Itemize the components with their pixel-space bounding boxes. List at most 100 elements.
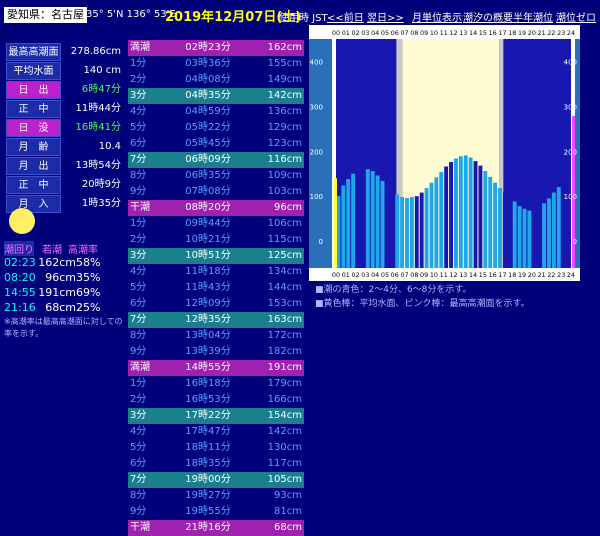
tide-height: 142cm	[267, 90, 302, 101]
x-tick-label-bottom: 00	[332, 271, 340, 279]
x-tick-label-bottom: 08	[410, 271, 418, 279]
y-tick-label-left: 100	[310, 193, 323, 201]
tide-table-row: 1分 16時18分 179cm	[128, 376, 304, 392]
water-bar	[429, 182, 434, 268]
tide-table-row: 7分 19時00分 105cm	[128, 472, 304, 488]
x-tick-label-bottom: 21	[538, 271, 546, 279]
water-bar	[454, 158, 458, 268]
x-tick-label-bottom: 22	[547, 271, 555, 279]
half-year-link[interactable]: 半年潮位	[513, 13, 553, 24]
tide-time: 19時55分	[185, 506, 231, 517]
water-bar	[341, 185, 346, 268]
x-tick-label-bottom: 06	[391, 271, 399, 279]
tide-phase: 3分	[130, 90, 147, 101]
tide-list-row: 14:55 191cm 69%	[4, 285, 100, 301]
info-value: 20時9分	[81, 179, 121, 190]
water-bar	[360, 168, 365, 268]
tide-zero-link[interactable]: 潮位ゼロ	[556, 13, 596, 24]
x-tick-label-bottom: 13	[459, 271, 467, 279]
water-bar	[458, 156, 463, 268]
tide-overview-link[interactable]: 潮汐の概要	[463, 13, 513, 24]
tide-height: 179cm	[267, 378, 302, 389]
info-row: 月 齢 10.4	[6, 138, 123, 156]
x-tick-label-top: 10	[430, 29, 438, 37]
tide-height: 153cm	[267, 298, 302, 309]
water-bar	[346, 179, 351, 268]
x-tick-label-top: 00	[332, 29, 340, 37]
info-value: 140 cm	[83, 65, 121, 76]
tide-height: 163cm	[267, 314, 302, 325]
tide-table-row: 干潮 21時16分 68cm	[128, 520, 304, 536]
tide-rate: 25%	[76, 301, 101, 314]
water-bar	[385, 186, 390, 268]
x-tick-label-bottom: 04	[371, 271, 379, 279]
tide-table-row: 2分 04時08分 149cm	[128, 72, 304, 88]
x-tick-label-bottom: 03	[361, 271, 369, 279]
tide-time: 21時16分	[185, 522, 231, 533]
x-tick-label-top: 14	[469, 29, 477, 37]
water-bar	[512, 201, 517, 268]
info-row: 正 中 11時44分	[6, 100, 123, 118]
prev-day-link[interactable]: <<前日	[327, 13, 364, 24]
tide-height: 149cm	[267, 74, 302, 85]
water-bar	[365, 169, 370, 268]
tide-time: 04時59分	[185, 106, 231, 117]
y-tick-label-right: 100	[564, 193, 577, 201]
info-value: 1時35分	[81, 198, 121, 209]
tide-table-row: 5分 11時43分 144cm	[128, 280, 304, 296]
water-bar	[395, 194, 400, 268]
y-tick-label-left: 200	[310, 148, 323, 156]
tide-phase: 8分	[130, 170, 147, 181]
right-scale-bg	[575, 39, 580, 268]
left-scale-bg	[309, 39, 332, 268]
x-tick-label-top: 16	[489, 29, 497, 37]
x-tick-label-bottom: 09	[420, 271, 428, 279]
moon-icon	[9, 208, 35, 234]
info-row: 月 出 13時54分	[6, 157, 123, 175]
water-bar	[375, 175, 380, 268]
highest-level-bar	[572, 115, 575, 268]
y-tick-label-right: 200	[564, 148, 577, 156]
x-tick-label-top: 12	[449, 29, 457, 37]
x-tick-label-bottom: 10	[430, 271, 438, 279]
tide-rate-header: 高潮率	[68, 245, 98, 256]
tide-time: 02:23	[4, 256, 36, 269]
tide-time: 14:55	[4, 286, 36, 299]
tide-time: 21:16	[4, 301, 36, 314]
tide-height: 172cm	[267, 330, 302, 341]
tide-time: 19時00分	[185, 474, 231, 485]
x-tick-label-top: 19	[518, 29, 526, 37]
tide-table-row: 干潮 08時20分 96cm	[128, 200, 304, 216]
x-tick-label-bottom: 18	[508, 271, 516, 279]
top-bar: 愛知県：名古屋 35° 5'N 136° 53'E 2019年12月07日(土)…	[0, 0, 600, 30]
tide-time-table: 満潮 02時23分 162cm 1分 03時36分 155cm 2分 04時08分 149cm 3…	[128, 40, 304, 536]
water-bar	[468, 157, 473, 268]
info-label: 日 没	[6, 119, 61, 137]
tide-table-row: 5分 18時11分 130cm	[128, 440, 304, 456]
x-tick-label-top: 15	[479, 29, 487, 37]
tide-time: 08時20分	[185, 202, 231, 213]
y-tick-label-left: 400	[310, 58, 323, 66]
water-bar	[537, 206, 542, 268]
tide-height: 144cm	[267, 282, 302, 293]
next-day-link[interactable]: 翌日>>	[367, 13, 404, 24]
tide-height: 105cm	[267, 474, 302, 485]
tide-list-row: 21:16 68cm 25%	[4, 300, 100, 316]
tide-phase: 7分	[130, 474, 147, 485]
x-tick-label-top: 23	[557, 29, 565, 37]
info-label: 最高高潮面	[6, 43, 61, 61]
water-bar	[370, 171, 375, 268]
tide-table-row: 6分 18時35分 117cm	[128, 456, 304, 472]
monthly-view-link[interactable]: 月単位表示	[412, 13, 462, 24]
x-tick-label-top: 02	[352, 29, 360, 37]
x-tick-label-top: 18	[508, 29, 516, 37]
info-row: 平均水面 140 cm	[6, 62, 123, 80]
info-row: 日 没 16時41分	[6, 119, 123, 137]
tide-height: 130cm	[267, 442, 302, 453]
tide-height: 182cm	[267, 346, 302, 357]
tide-phase: 9分	[130, 506, 147, 517]
tide-phase: 7分	[130, 154, 147, 165]
tide-table-row: 満潮 14時55分 191cm	[128, 360, 304, 376]
tide-time: 12時35分	[185, 314, 231, 325]
tide-height: 68cm	[45, 301, 76, 314]
